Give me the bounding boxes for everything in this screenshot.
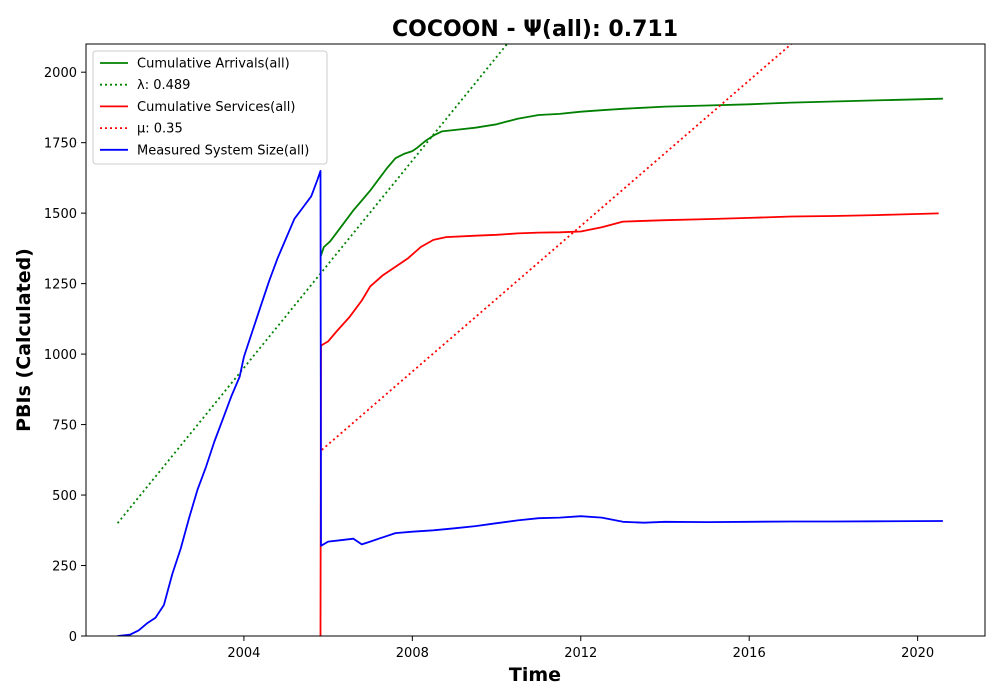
chart-title: COCOON - Ψ(all): 0.711 [392, 17, 678, 42]
x-tick-label: 2012 [564, 646, 597, 661]
x-tick-label: 2008 [396, 646, 429, 661]
x-tick-label: 2004 [227, 646, 260, 661]
legend-label-3: μ: 0.35 [137, 122, 183, 137]
series-line-2 [319, 212, 939, 636]
y-tick-label: 1000 [44, 348, 77, 363]
series-line-0 [319, 97, 943, 258]
plot-frame [85, 43, 986, 637]
x-tick-label: 2016 [733, 646, 766, 661]
y-tick-label: 2000 [44, 66, 77, 81]
legend-label-1: λ: 0.489 [137, 78, 190, 93]
y-axis-label: PBIs (Calculated) [13, 248, 35, 432]
series-line-4 [117, 169, 943, 636]
legend-label-0: Cumulative Arrivals(all) [137, 57, 290, 72]
x-ticks: 2004 2008 2012 2016 2020 [227, 636, 934, 661]
legend-label-4: Measured System Size(all) [137, 143, 309, 158]
y-tick-label: 0 [69, 630, 77, 645]
y-tick-label: 250 [52, 560, 77, 575]
y-tick-label: 1750 [44, 137, 77, 152]
x-tick-label: 2020 [901, 646, 934, 661]
x-axis-label: Time [509, 664, 561, 686]
y-tick-label: 500 [52, 489, 77, 504]
series-line-3 [321, 44, 792, 451]
plot-series [116, 44, 943, 636]
legend-label-2: Cumulative Services(all) [137, 100, 295, 115]
legend: Cumulative Arrivals(all) λ: 0.489 Cumulati… [92, 50, 328, 165]
legend-box [92, 50, 328, 165]
y-tick-label: 1500 [44, 207, 77, 222]
y-tick-label: 750 [52, 419, 77, 434]
y-ticks: 0 250 500 750 1000 1250 1500 1750 2000 [44, 66, 86, 645]
y-tick-label: 1250 [44, 278, 77, 293]
